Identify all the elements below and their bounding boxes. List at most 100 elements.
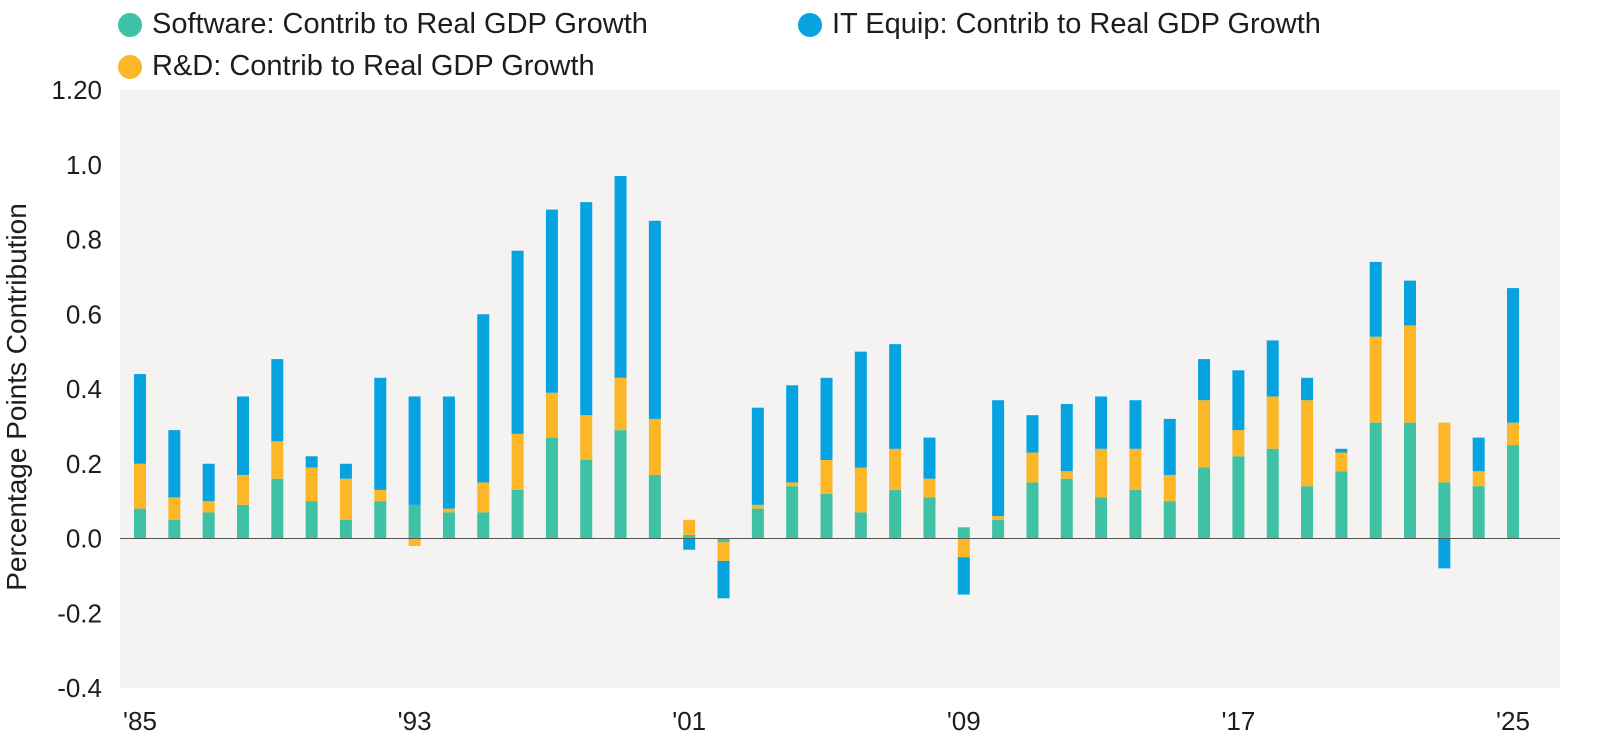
bar-1990-series-2 — [305, 456, 318, 468]
bar-2004-series-0 — [786, 486, 799, 539]
bar-2017-series-0 — [1232, 456, 1245, 539]
bar-2015-series-0 — [1163, 501, 1176, 539]
bar-2018-series-0 — [1266, 448, 1279, 539]
bar-2002-series-0 — [717, 538, 730, 543]
bar-2017-series-1 — [1232, 430, 1245, 457]
bar-1998-series-1 — [580, 415, 593, 461]
bar-2014-series-0 — [1129, 489, 1142, 539]
x-tick-label: '25 — [1496, 706, 1530, 736]
bar-1997-series-1 — [545, 392, 558, 438]
bar-1995-series-0 — [477, 512, 490, 539]
bar-2009-series-1 — [957, 538, 970, 558]
bar-1992-series-2 — [374, 377, 387, 490]
bar-1999-series-0 — [614, 430, 627, 539]
bar-2008-series-0 — [923, 497, 936, 539]
legend-label-software: Software: Contrib to Real GDP Growth — [152, 8, 648, 40]
bar-2013-series-2 — [1095, 396, 1108, 449]
bar-2025-series-2 — [1507, 288, 1519, 423]
bar-2000-series-0 — [648, 474, 661, 539]
bar-1999-series-1 — [614, 377, 627, 431]
legend-swatch-it-equip — [798, 12, 822, 37]
x-tick-label: '17 — [1221, 706, 1255, 736]
bar-1997-series-0 — [545, 437, 558, 539]
bar-2000-series-1 — [648, 418, 661, 475]
bar-2021-series-0 — [1369, 422, 1382, 539]
bar-1991-series-1 — [339, 478, 352, 520]
bar-1988-series-0 — [236, 504, 249, 539]
y-tick-label: 0.2 — [66, 449, 102, 479]
bar-2021-series-1 — [1369, 336, 1382, 423]
bar-2012-series-2 — [1060, 403, 1073, 472]
bar-2016-series-1 — [1198, 400, 1211, 468]
bar-1987-series-2 — [202, 463, 215, 502]
x-tick-label: '93 — [398, 706, 432, 736]
y-tick-label: 0.6 — [66, 299, 102, 329]
bar-2019-series-1 — [1301, 400, 1314, 487]
bar-1994-series-1 — [442, 508, 455, 513]
bar-2009-series-0 — [957, 527, 970, 539]
bar-2002-series-2 — [717, 560, 730, 599]
bar-1993-series-2 — [408, 396, 421, 505]
bar-2020-series-2 — [1335, 448, 1348, 453]
bar-1990-series-1 — [305, 467, 318, 502]
bar-2004-series-1 — [786, 482, 799, 487]
bar-2020-series-1 — [1335, 452, 1348, 472]
bar-2006-series-2 — [854, 351, 867, 468]
bar-1995-series-2 — [477, 314, 490, 483]
y-tick-label: 0.8 — [66, 225, 102, 255]
legend-swatch-rnd — [118, 54, 142, 79]
bar-1987-series-1 — [202, 501, 215, 513]
y-axis-ticks: -0.4 -0.2 0.0 0.2 0.4 0.6 0.8 1.0 1.20 — [51, 75, 102, 703]
bar-1998-series-2 — [580, 202, 593, 416]
bar-2001-series-0 — [683, 534, 696, 539]
bar-2011-series-2 — [1026, 415, 1039, 453]
legend-item-it-equip: IT Equip: Contrib to Real GDP Growth — [798, 8, 1321, 41]
x-tick-label: '85 — [123, 706, 157, 736]
bar-1989-series-2 — [271, 359, 284, 442]
bar-1991-series-2 — [339, 463, 352, 479]
bar-1985-series-0 — [134, 508, 146, 539]
bar-1993-series-1 — [408, 538, 421, 546]
x-tick-label: '09 — [947, 706, 981, 736]
bar-1998-series-0 — [580, 460, 593, 539]
bar-2005-series-2 — [820, 377, 833, 461]
bar-1991-series-0 — [339, 519, 352, 539]
bar-2008-series-2 — [923, 437, 936, 479]
y-tick-label: -0.2 — [57, 598, 102, 628]
bar-2019-series-0 — [1301, 486, 1314, 539]
bar-2016-series-0 — [1198, 467, 1211, 539]
y-axis-title: Percentage Points Contribution — [1, 203, 32, 591]
bar-2025-series-0 — [1507, 445, 1519, 539]
bar-2022-series-1 — [1404, 325, 1417, 423]
bar-2006-series-1 — [854, 467, 867, 513]
bar-2019-series-2 — [1301, 377, 1314, 401]
bar-2007-series-2 — [889, 344, 902, 449]
bar-1993-series-0 — [408, 504, 421, 539]
bar-1992-series-1 — [374, 489, 387, 502]
bar-1996-series-2 — [511, 250, 524, 434]
bar-2024-series-2 — [1472, 437, 1485, 472]
bar-1986-series-2 — [168, 430, 181, 498]
bar-2007-series-0 — [889, 489, 902, 539]
bar-2006-series-0 — [854, 512, 867, 539]
bar-2018-series-1 — [1266, 396, 1279, 449]
bar-2014-series-1 — [1129, 448, 1142, 490]
y-tick-label: 1.20 — [51, 75, 102, 105]
bar-2005-series-0 — [820, 493, 833, 539]
legend-item-software: Software: Contrib to Real GDP Growth — [118, 8, 648, 41]
bar-2023-series-2 — [1438, 538, 1451, 569]
x-tick-label: '01 — [672, 706, 706, 736]
y-tick-label: -0.4 — [57, 673, 102, 703]
bar-2013-series-0 — [1095, 497, 1108, 539]
bar-1989-series-0 — [271, 478, 284, 539]
bar-2024-series-0 — [1472, 486, 1485, 539]
bar-2001-series-2 — [683, 538, 696, 550]
bar-1994-series-0 — [442, 512, 455, 539]
bar-1999-series-2 — [614, 175, 627, 378]
bar-1986-series-0 — [168, 519, 181, 539]
bar-1985-series-1 — [134, 463, 146, 509]
bar-2015-series-2 — [1163, 418, 1176, 475]
bar-1996-series-1 — [511, 433, 524, 490]
legend-swatch-software — [118, 12, 142, 37]
bar-2013-series-1 — [1095, 448, 1108, 498]
